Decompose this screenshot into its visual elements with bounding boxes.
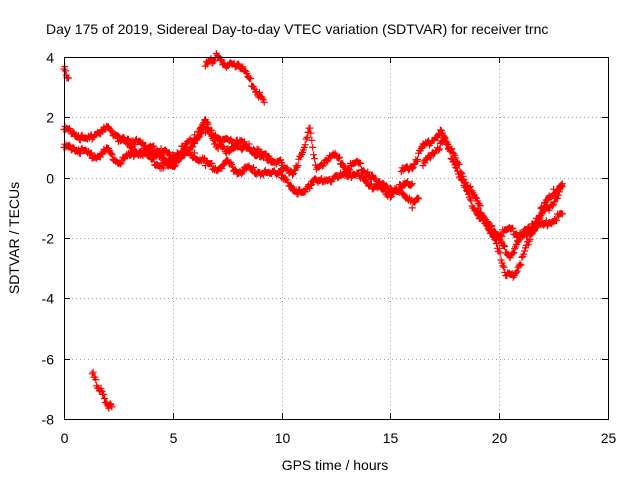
plus-markers: [60, 140, 286, 179]
x-tick-label: 15: [383, 430, 399, 446]
series-satellite-track-K: [473, 205, 566, 262]
x-tick-label: 20: [492, 430, 508, 446]
series-satellite-track-C: [201, 50, 268, 106]
y-tick-label: -4: [42, 291, 55, 307]
y-tick-label: -2: [42, 231, 55, 247]
series-satellite-track-E: [60, 140, 286, 179]
series-satellite-track-B: [88, 368, 116, 412]
y-tick-label: 2: [46, 110, 54, 126]
tick-labels: 0 5 10 15 20 25 -8 -6 -4 -2 0 2 4: [42, 50, 617, 447]
y-tick-label: 4: [46, 50, 54, 66]
axis-ticks: [64, 57, 609, 420]
plus-markers: [60, 63, 72, 82]
y-tick-label: -8: [42, 412, 55, 428]
x-axis-label: GPS time / hours: [282, 457, 389, 473]
plus-markers: [473, 205, 566, 262]
series-satellite-track-I: [397, 126, 566, 281]
y-axis-label: SDTVAR / TECUs: [6, 182, 22, 294]
series-satellite-track-A: [60, 63, 72, 82]
chart-title: Day 175 of 2019, Sidereal Day-to-day VTE…: [46, 21, 548, 37]
x-tick-label: 5: [170, 430, 178, 446]
plus-markers: [397, 126, 566, 281]
y-tick-label: -6: [42, 352, 55, 368]
series-satellite-track-H: [278, 168, 416, 198]
x-tick-label: 10: [275, 430, 291, 446]
x-tick-label: 0: [61, 430, 69, 446]
x-tick-label: 25: [601, 430, 617, 446]
y-tick-label: 0: [46, 171, 54, 187]
plus-markers: [88, 368, 116, 412]
series-satellite-track-F: [114, 116, 286, 171]
plus-markers: [278, 168, 416, 198]
plus-markers: [114, 116, 286, 171]
data-points: [60, 50, 566, 412]
plus-markers: [201, 50, 268, 106]
